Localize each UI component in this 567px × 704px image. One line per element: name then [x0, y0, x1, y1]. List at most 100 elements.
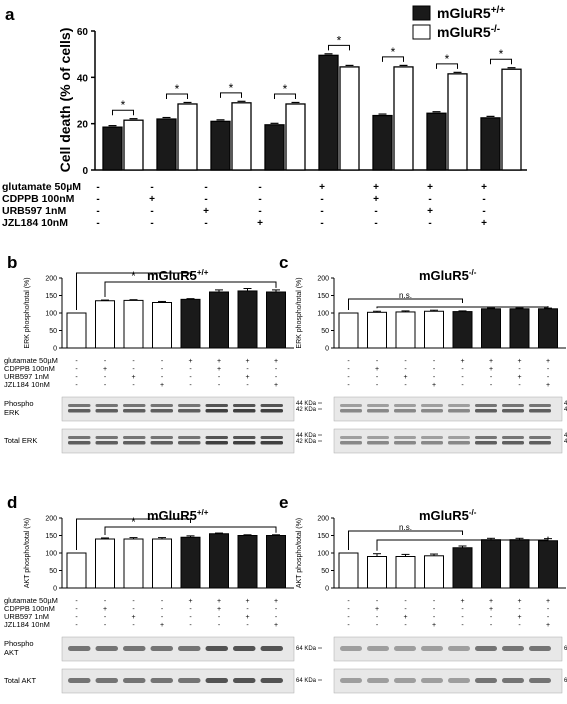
sign-c: + — [403, 374, 407, 381]
sign-c: + — [432, 382, 436, 389]
sig-bracket-a — [112, 109, 134, 116]
bar-a-ko-4 — [339, 66, 360, 171]
sign-e: - — [347, 606, 350, 613]
y-tick-label-c: 150 — [317, 293, 329, 300]
sign-e: - — [404, 598, 407, 605]
sign-d: - — [218, 614, 221, 621]
sig-bracket-a — [220, 92, 242, 98]
sign-b: - — [161, 358, 164, 365]
kda-label-b: 42 KDa — [296, 407, 317, 413]
sig-star-a: * — [121, 98, 126, 112]
y-tick-label-e: 200 — [317, 516, 329, 523]
sign-e: - — [376, 598, 379, 605]
bar-e-0 — [338, 552, 359, 589]
sig-star-a: * — [337, 33, 342, 47]
sign-c: + — [489, 366, 493, 373]
kda-label-c: 42 KDa — [564, 407, 567, 413]
sign-c: + — [460, 358, 464, 365]
sign-a: + — [257, 218, 263, 229]
sign-b: - — [189, 366, 192, 373]
sign-a: + — [427, 206, 433, 217]
sig-bracket-c — [376, 306, 549, 309]
legend-swatch-ko — [412, 24, 431, 40]
sign-e: - — [347, 598, 350, 605]
sign-e: - — [461, 614, 464, 621]
sign-d: - — [75, 622, 78, 629]
sig-star-a: * — [283, 82, 288, 96]
y-axis-label-c: ERK phospho/total (%) — [296, 277, 303, 348]
sign-a: - — [320, 194, 323, 205]
sign-e: - — [347, 622, 350, 629]
bar-e-6 — [509, 539, 530, 589]
sign-a: - — [150, 218, 153, 229]
y-tick-label-a: 20 — [77, 120, 89, 131]
bar-c-5 — [481, 308, 501, 349]
bar-b-6 — [237, 290, 258, 349]
panel-a: a 0 20 40 60 Cell death (% of cells) * * * * * * * * m… — [2, 5, 527, 229]
panel-b: b mGluR5+/+ 0 50 100 150 200 ERK phospho/total … — [4, 253, 322, 454]
y-tick-label-a: 60 — [77, 27, 89, 38]
sign-a: - — [428, 218, 431, 229]
sign-b: - — [161, 374, 164, 381]
bar-a-ko-3 — [285, 103, 306, 171]
sign-d: + — [245, 598, 249, 605]
sign-a: - — [374, 218, 377, 229]
sign-e: - — [518, 622, 521, 629]
sign-b: + — [188, 358, 192, 365]
sign-a: - — [96, 206, 99, 217]
sign-d: - — [275, 614, 278, 621]
sig-star-a: * — [229, 81, 234, 95]
sign-d: + — [131, 614, 135, 621]
western-blot-e-top — [333, 636, 563, 662]
y-tick-label-d: 50 — [49, 568, 57, 575]
sign-d: - — [104, 614, 107, 621]
sign-a: - — [320, 206, 323, 217]
panel-label-e: e — [279, 493, 288, 512]
sign-e: - — [547, 606, 550, 613]
legend-label-wt: mGluR5+/+ — [437, 5, 505, 21]
kda-label-c: 42 KDa — [564, 439, 567, 445]
blot-label-d: Phospho — [4, 639, 34, 648]
bar-a-ko-7 — [501, 68, 522, 171]
sign-b: - — [75, 382, 78, 389]
sign-c: - — [490, 374, 493, 381]
sign-d: + — [217, 598, 221, 605]
sign-b: - — [161, 366, 164, 373]
sign-b: - — [218, 382, 221, 389]
bar-b-1 — [95, 300, 115, 349]
sign-e: - — [404, 606, 407, 613]
bar-b-2 — [123, 299, 144, 349]
sign-e: + — [517, 598, 521, 605]
bar-e-4 — [452, 547, 473, 589]
sig-bracket-c — [348, 298, 463, 310]
sign-d: - — [189, 614, 192, 621]
sig-bracket-e — [376, 536, 549, 551]
treatment-label-d: CDPPB 100nM — [4, 604, 55, 613]
treatment-label-a: glutamate 50µM — [2, 181, 81, 193]
sig-bracket-e — [348, 530, 463, 550]
sign-c: - — [547, 366, 550, 373]
sign-d: - — [104, 622, 107, 629]
sign-b: - — [189, 382, 192, 389]
panel-label-b: b — [7, 253, 17, 272]
sign-d: - — [75, 606, 78, 613]
western-blot-d-bot — [61, 668, 295, 694]
sign-d: + — [188, 598, 192, 605]
y-tick-label-e: 100 — [317, 551, 329, 558]
sign-d: + — [160, 622, 164, 629]
bar-a-wt-3 — [264, 124, 285, 171]
sign-e: + — [517, 614, 521, 621]
bar-d-4 — [180, 536, 201, 589]
bar-a-wt-5 — [372, 114, 393, 171]
sig-bracket-a — [328, 44, 350, 51]
bar-d-0 — [66, 552, 87, 589]
blot-label-d: Total AKT — [4, 676, 37, 685]
kda-label-b: 44 KDa — [296, 433, 317, 439]
sig-label-d: * — [131, 515, 136, 529]
sign-c: - — [433, 374, 436, 381]
sign-a: - — [428, 194, 431, 205]
sign-c: - — [404, 382, 407, 389]
sign-c: - — [404, 366, 407, 373]
sign-c: + — [517, 374, 521, 381]
bar-a-wt-6 — [426, 112, 447, 171]
